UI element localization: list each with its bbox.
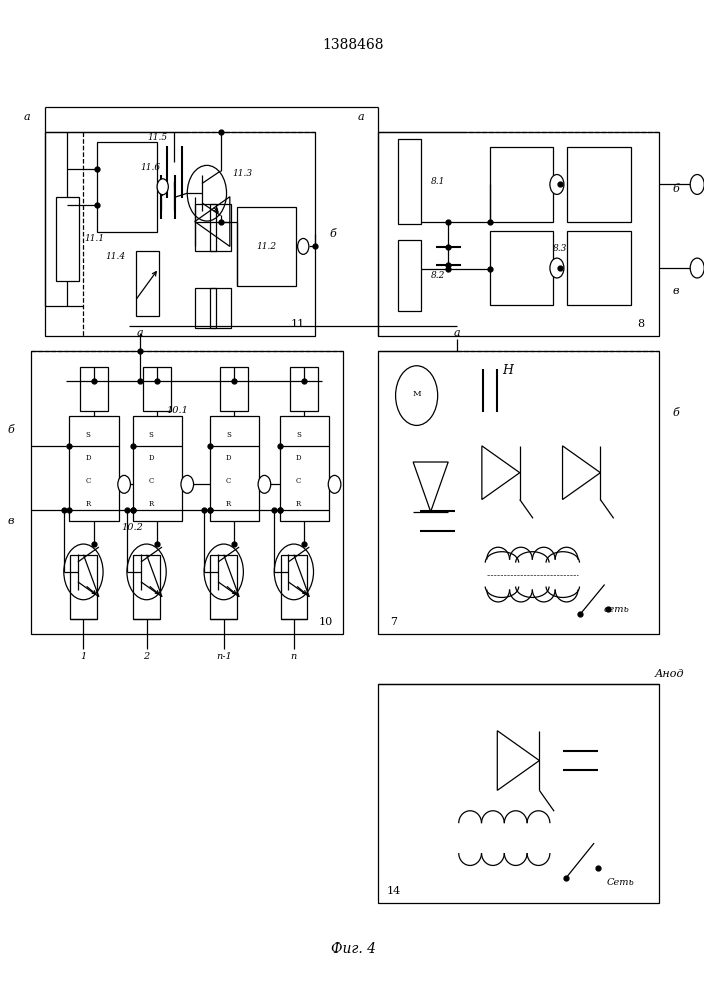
Text: C: C — [86, 477, 90, 485]
Circle shape — [118, 475, 130, 493]
Text: D: D — [296, 454, 301, 462]
Bar — [291, 367, 318, 411]
Text: S: S — [148, 431, 153, 439]
Bar — [31, 351, 343, 634]
Text: R: R — [86, 500, 90, 508]
Text: сеть: сеть — [604, 605, 629, 614]
Bar — [194, 204, 216, 251]
Text: S: S — [86, 431, 90, 439]
Text: 1: 1 — [81, 652, 86, 661]
Circle shape — [690, 258, 704, 278]
Text: C: C — [296, 477, 301, 485]
Bar — [378, 684, 659, 903]
Text: 8.1: 8.1 — [431, 177, 445, 186]
Bar — [281, 555, 308, 619]
Text: 11.2: 11.2 — [257, 242, 276, 251]
Text: п: п — [291, 652, 297, 661]
Bar — [568, 231, 631, 305]
Bar — [378, 132, 659, 336]
Bar — [69, 416, 119, 521]
Text: D: D — [226, 454, 231, 462]
Bar — [280, 416, 329, 521]
Text: 14: 14 — [386, 886, 401, 896]
Circle shape — [181, 475, 194, 493]
Text: а: а — [453, 328, 460, 338]
Text: Сеть: Сеть — [606, 878, 634, 887]
Text: б: б — [8, 425, 15, 435]
Bar — [378, 351, 659, 634]
Circle shape — [550, 175, 564, 194]
Bar — [136, 251, 158, 316]
Circle shape — [690, 175, 704, 194]
Text: б: б — [673, 408, 679, 418]
Bar — [568, 147, 631, 222]
Circle shape — [298, 238, 309, 254]
Bar — [98, 142, 157, 232]
Bar — [210, 288, 231, 328]
Text: R: R — [226, 500, 231, 508]
Bar — [45, 132, 315, 336]
Text: 8.3: 8.3 — [554, 244, 568, 253]
Text: 7: 7 — [390, 617, 397, 627]
Text: 1388468: 1388468 — [323, 38, 384, 52]
Bar — [80, 367, 108, 411]
Bar — [132, 416, 182, 521]
Text: 10.1: 10.1 — [167, 406, 189, 415]
Text: 8: 8 — [638, 319, 645, 329]
Text: Фиг. 4: Фиг. 4 — [331, 942, 376, 956]
Text: М: М — [412, 390, 421, 398]
Circle shape — [157, 179, 168, 195]
Text: R: R — [296, 500, 301, 508]
Bar — [210, 204, 231, 251]
Text: 11.4: 11.4 — [106, 252, 126, 261]
Bar — [237, 207, 296, 286]
Bar — [194, 288, 216, 328]
Text: б: б — [673, 184, 679, 194]
Text: S: S — [296, 431, 301, 439]
Text: C: C — [226, 477, 231, 485]
Bar — [490, 147, 554, 222]
Bar — [220, 367, 248, 411]
Circle shape — [550, 258, 564, 278]
Bar — [398, 139, 421, 224]
Circle shape — [328, 475, 341, 493]
Text: D: D — [86, 454, 90, 462]
Text: D: D — [148, 454, 154, 462]
Bar — [70, 555, 97, 619]
Text: S: S — [226, 431, 230, 439]
Text: 11: 11 — [291, 319, 305, 329]
Bar — [490, 231, 554, 305]
Text: Анод: Анод — [655, 669, 684, 679]
Text: R: R — [148, 500, 154, 508]
Text: 11.3: 11.3 — [232, 169, 252, 178]
Text: п-1: п-1 — [216, 652, 232, 661]
Circle shape — [258, 475, 271, 493]
Text: C: C — [148, 477, 154, 485]
Text: 10: 10 — [318, 617, 332, 627]
Bar — [210, 416, 259, 521]
Text: 2: 2 — [144, 652, 150, 661]
Text: 11.1: 11.1 — [84, 234, 104, 243]
Text: б: б — [329, 229, 336, 239]
Text: а: а — [357, 112, 364, 122]
Bar — [398, 240, 421, 311]
Bar — [143, 367, 171, 411]
Text: H: H — [503, 364, 513, 377]
Text: 8.2: 8.2 — [431, 271, 445, 280]
Bar — [211, 555, 237, 619]
Text: 11.5: 11.5 — [147, 133, 167, 142]
Text: в: в — [673, 286, 679, 296]
Text: а: а — [24, 112, 30, 122]
Text: 10.2: 10.2 — [122, 523, 144, 532]
Text: 11.6: 11.6 — [140, 163, 160, 172]
Bar — [133, 555, 160, 619]
Text: в: в — [8, 516, 14, 526]
Bar — [56, 197, 78, 281]
Text: а: а — [136, 328, 144, 338]
